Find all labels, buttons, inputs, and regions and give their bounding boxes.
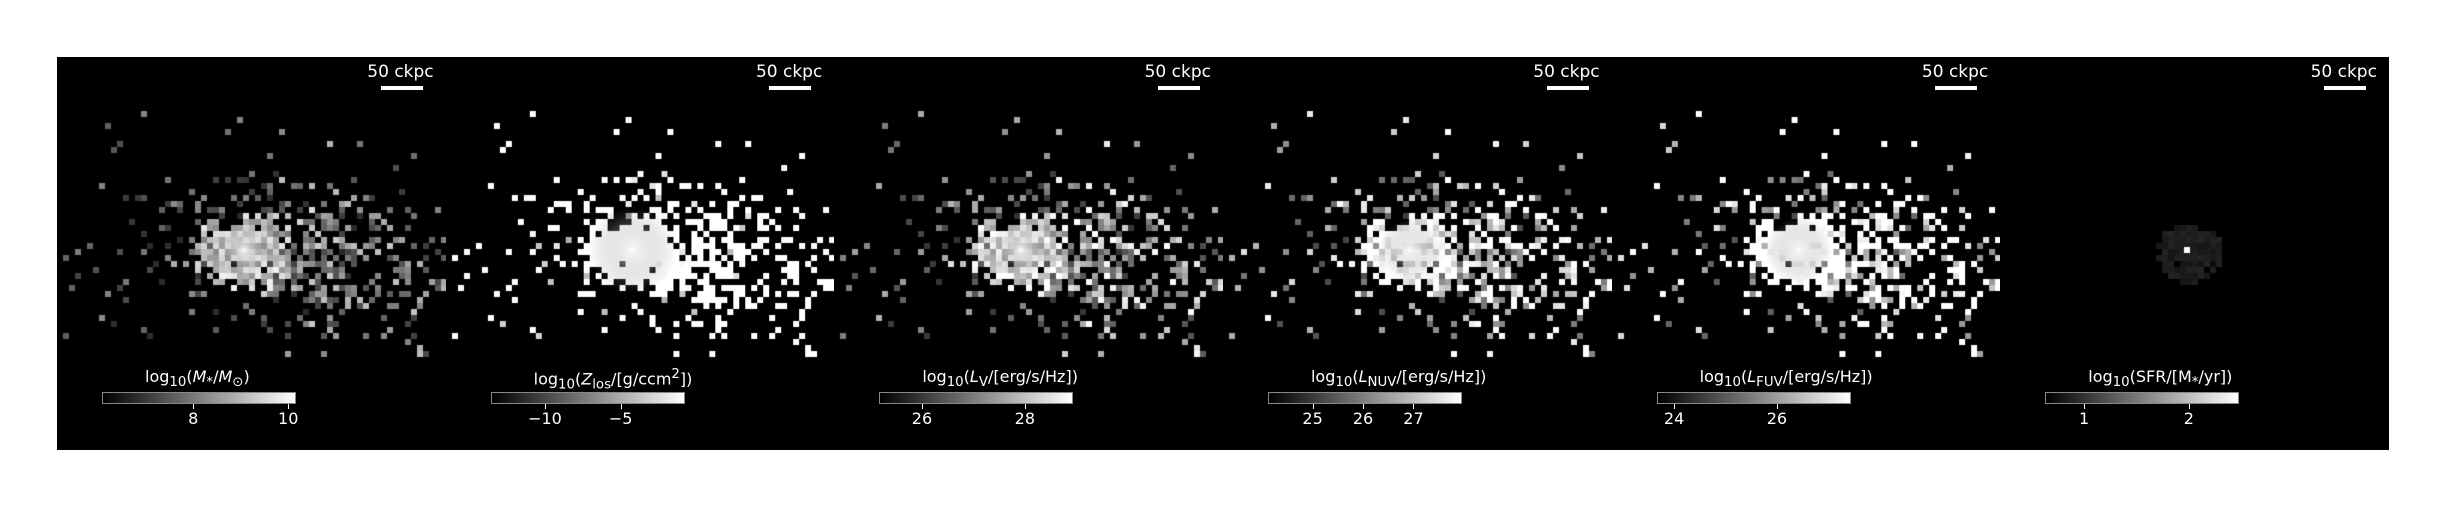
- scale-bar: [2323, 86, 2366, 90]
- colorbar: [879, 392, 1074, 404]
- scale-bar: [1157, 86, 1200, 90]
- scale-bar-label: 50 ckpc: [1533, 62, 1600, 82]
- colorbar: [1267, 392, 1462, 404]
- galaxy-map: [2000, 57, 2389, 450]
- colorbar-label: log10(LNUV/[erg/s/Hz]): [1310, 367, 1487, 391]
- colorbar-label: log10(LV/[erg/s/Hz]): [922, 367, 1078, 391]
- colorbar-tick-mark: [1413, 404, 1415, 409]
- colorbar-tick-mark: [620, 404, 622, 409]
- colorbar-label: log10(SFR/[M*/yr]): [2088, 367, 2233, 391]
- colorbar-tick-label: 27: [1403, 409, 1424, 428]
- colorbar: [1656, 392, 1851, 404]
- colorbar-tick-label: 25: [1302, 409, 1323, 428]
- colorbar-tick-mark: [921, 404, 923, 409]
- colorbar-tick-label: −5: [608, 409, 633, 428]
- colorbar-tick-mark: [2188, 404, 2190, 409]
- galaxy-map: [1611, 57, 2001, 450]
- panel-sfr: 50 ckpc log10(SFR/[M*/yr]) 1 2: [2000, 57, 2389, 450]
- colorbar-tick-label: 8: [188, 409, 199, 428]
- colorbar: [490, 392, 685, 404]
- scale-bar: [1935, 86, 1978, 90]
- panel-luminosity-fuv: 50 ckpc log10(LFUV/[erg/s/Hz]) 24 26: [1611, 57, 2001, 450]
- scale-bar-label: 50 ckpc: [755, 62, 823, 82]
- galaxy-map: [445, 57, 835, 450]
- scale-bar-label: 50 ckpc: [1144, 62, 1211, 82]
- colorbar-tick-mark: [544, 404, 546, 409]
- scale-bar: [380, 86, 423, 90]
- colorbar-tick-mark: [1776, 404, 1778, 409]
- galaxy-map: [834, 57, 1223, 450]
- colorbar-tick-label: 26: [1766, 409, 1788, 428]
- colorbar-tick-mark: [1674, 404, 1676, 409]
- colorbar-tick-mark: [1024, 404, 1026, 409]
- colorbar-tick-label: 2: [2183, 409, 2194, 428]
- galaxy-map: [1222, 57, 1612, 450]
- colorbar-tick-label: 1: [2078, 409, 2090, 428]
- image-grid: 50 ckpc log10(M*/M⊙) 8 10 50 ckpc log10(Z…: [57, 57, 2389, 450]
- colorbar-tick-label: 24: [1663, 409, 1685, 428]
- panel-luminosity-nuv: 50 ckpc log10(LNUV/[erg/s/Hz]) 25 26 27: [1222, 57, 1612, 450]
- colorbar-tick-mark: [193, 404, 195, 409]
- colorbar-tick-label: 26: [911, 409, 933, 428]
- colorbar-tick-label: −10: [528, 409, 562, 428]
- colorbar: [2045, 392, 2240, 404]
- scale-bar: [1546, 86, 1589, 90]
- colorbar-tick-mark: [1363, 404, 1365, 409]
- colorbar: [102, 392, 296, 404]
- colorbar-tick-mark: [288, 404, 290, 409]
- colorbar-tick-mark: [2084, 404, 2086, 409]
- colorbar-tick-mark: [1312, 404, 1314, 409]
- colorbar-label: log10(LFUV/[erg/s/Hz]): [1699, 367, 1873, 391]
- colorbar-tick-label: 26: [1352, 409, 1374, 428]
- colorbar-label: log10(Zlos/[g/ccm2]): [533, 367, 693, 393]
- colorbar-tick-label: 28: [1014, 409, 1035, 428]
- panel-metallicity: 50 ckpc log10(Zlos/[g/ccm2]) −10 −5: [445, 57, 835, 450]
- panel-luminosity-v: 50 ckpc log10(LV/[erg/s/Hz]) 26 28: [834, 57, 1223, 450]
- galaxy-map: [57, 57, 446, 450]
- colorbar-label: log10(M*/M⊙): [145, 367, 250, 391]
- scale-bar-label: 50 ckpc: [1921, 62, 1989, 82]
- scale-bar-label: 50 ckpc: [2310, 62, 2377, 82]
- panel-stellar-mass: 50 ckpc log10(M*/M⊙) 8 10: [57, 57, 446, 450]
- scale-bar-label: 50 ckpc: [367, 62, 434, 82]
- colorbar-tick-label: 10: [278, 409, 299, 428]
- scale-bar: [769, 86, 812, 90]
